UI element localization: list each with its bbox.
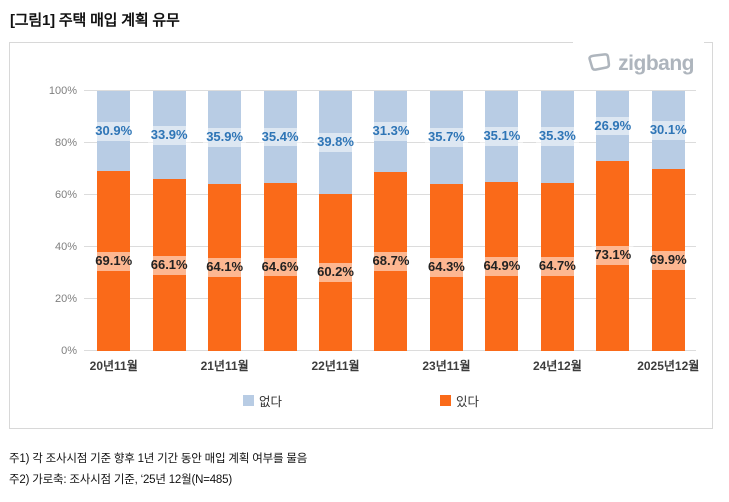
bar: 39.8%60.2%: [319, 91, 352, 351]
bar: 35.9%64.1%: [208, 91, 241, 351]
bar-value-label: 35.3%: [536, 127, 579, 146]
x-tick-label: 21년11월: [201, 357, 249, 374]
bar-value-label: 35.1%: [480, 127, 523, 146]
legend-item-없다: 없다: [243, 391, 282, 410]
x-tick-slot-5: [374, 355, 407, 375]
bar-segment-있다: 69.1%: [97, 171, 130, 351]
bar-segment-없다: 35.3%: [541, 91, 574, 183]
bar-value-label: 73.1%: [591, 246, 634, 265]
y-tick-40: 40%: [55, 241, 77, 253]
bar-value-label: 39.8%: [314, 133, 357, 152]
x-tick-slot-0: 20년11월: [97, 355, 130, 375]
bar: 35.4%64.6%: [264, 91, 297, 351]
x-tick-slot-8: 24년12월: [541, 355, 574, 375]
bar-value-label: 64.6%: [259, 258, 302, 277]
bar-segment-없다: 39.8%: [319, 91, 352, 194]
x-tick-label: 2025년12월: [637, 357, 699, 374]
footnote-1: 주1) 각 조사시점 기준 향후 1년 기간 동안 매입 계획 여부를 물음: [9, 449, 729, 470]
plot-area: 0%20%40%60%80%100% 30.9%69.1%33.9%66.1%3…: [86, 91, 696, 351]
bar-value-label: 33.9%: [148, 126, 191, 145]
bar-segment-있다: 64.7%: [541, 183, 574, 351]
x-tick-label: 20년11월: [90, 357, 138, 374]
bar: 33.9%66.1%: [153, 91, 186, 351]
legend-swatch-없다: [243, 395, 254, 406]
bar: 35.3%64.7%: [541, 91, 574, 351]
bar-segment-있다: 69.9%: [652, 169, 685, 351]
bar-value-label: 30.9%: [92, 122, 135, 141]
zigbang-logo-text: zigbang: [618, 53, 694, 74]
bar-value-label: 31.3%: [370, 122, 413, 141]
bar-value-label: 60.2%: [314, 263, 357, 282]
x-tick-slot-7: [485, 355, 518, 375]
bar-segment-없다: 35.7%: [430, 91, 463, 184]
bar-value-label: 26.9%: [591, 117, 634, 136]
y-tick-60: 60%: [55, 189, 77, 201]
legend-item-있다: 있다: [440, 391, 479, 410]
x-tick-slot-2: 21년11월: [208, 355, 241, 375]
bar-segment-없다: 30.1%: [652, 91, 685, 169]
bar: 31.3%68.7%: [374, 91, 407, 351]
bar-segment-있다: 64.6%: [264, 183, 297, 351]
bar-segment-없다: 35.9%: [208, 91, 241, 184]
bar-value-label: 64.3%: [425, 258, 468, 277]
y-tick-0: 0%: [61, 345, 77, 357]
page-title: [그림1] 주택 매입 계획 유무: [10, 9, 729, 30]
bar-segment-있다: 64.3%: [430, 184, 463, 351]
x-tick-slot-1: [153, 355, 186, 375]
bar-value-label: 30.1%: [647, 121, 690, 140]
y-tick-20: 20%: [55, 293, 77, 305]
bar: 26.9%73.1%: [596, 91, 629, 351]
legend-label-없다: 없다: [259, 391, 282, 410]
bar: 35.7%64.3%: [430, 91, 463, 351]
zigbang-logo-icon: [587, 51, 611, 75]
footnotes: 주1) 각 조사시점 기준 향후 1년 기간 동안 매입 계획 여부를 물음 주…: [9, 449, 729, 490]
x-tick-slot-3: [264, 355, 297, 375]
legend: 없다 있다: [10, 391, 712, 410]
bars: 30.9%69.1%33.9%66.1%35.9%64.1%35.4%64.6%…: [86, 91, 696, 351]
bar-segment-없다: 31.3%: [374, 91, 407, 172]
footnote-2: 주2) 가로축: 조사시점 기준, ‘25년 12월(N=485): [9, 470, 729, 491]
x-tick-label: 23년11월: [422, 357, 470, 374]
bar: 30.9%69.1%: [97, 91, 130, 351]
bar-value-label: 64.1%: [203, 258, 246, 277]
y-tick-100: 100%: [49, 85, 77, 97]
bar-value-label: 35.4%: [259, 128, 302, 147]
y-tick-80: 80%: [55, 137, 77, 149]
bar: 30.1%69.9%: [652, 91, 685, 351]
bar-value-label: 68.7%: [370, 252, 413, 271]
bar-segment-있다: 60.2%: [319, 194, 352, 351]
zigbang-logo: zigbang: [573, 42, 704, 81]
bar-segment-있다: 73.1%: [596, 161, 629, 351]
bar-segment-있다: 66.1%: [153, 179, 186, 351]
x-tick-slot-9: [596, 355, 629, 375]
x-tick-slot-10: 2025년12월: [652, 355, 685, 375]
bar: 35.1%64.9%: [485, 91, 518, 351]
bar-segment-있다: 64.1%: [208, 184, 241, 351]
legend-swatch-있다: [440, 395, 451, 406]
x-tick-slot-4: 22년11월: [319, 355, 352, 375]
bar-segment-없다: 35.1%: [485, 91, 518, 182]
bar-segment-없다: 30.9%: [97, 91, 130, 171]
bar-value-label: 69.9%: [647, 251, 690, 270]
x-tick-label: 22년11월: [311, 357, 359, 374]
bar-segment-없다: 26.9%: [596, 91, 629, 161]
x-tick-slot-6: 23년11월: [430, 355, 463, 375]
bar-segment-없다: 35.4%: [264, 91, 297, 183]
bar-value-label: 69.1%: [92, 252, 135, 271]
x-tick-label: 24년12월: [533, 357, 582, 374]
bar-value-label: 35.9%: [203, 128, 246, 147]
x-axis: 20년11월 21년11월 22년11월 23년11월 24년12월 2025년12월: [86, 355, 696, 375]
bar-segment-있다: 64.9%: [485, 182, 518, 351]
bar-segment-없다: 33.9%: [153, 91, 186, 179]
legend-label-있다: 있다: [456, 391, 479, 410]
chart-container: zigbang 0%20%40%60%80%100% 30.9%69.1%33.…: [9, 42, 713, 429]
bar-value-label: 35.7%: [425, 128, 468, 147]
bar-value-label: 66.1%: [148, 256, 191, 275]
bar-value-label: 64.9%: [480, 257, 523, 276]
bar-segment-있다: 68.7%: [374, 172, 407, 351]
bar-value-label: 64.7%: [536, 257, 579, 276]
